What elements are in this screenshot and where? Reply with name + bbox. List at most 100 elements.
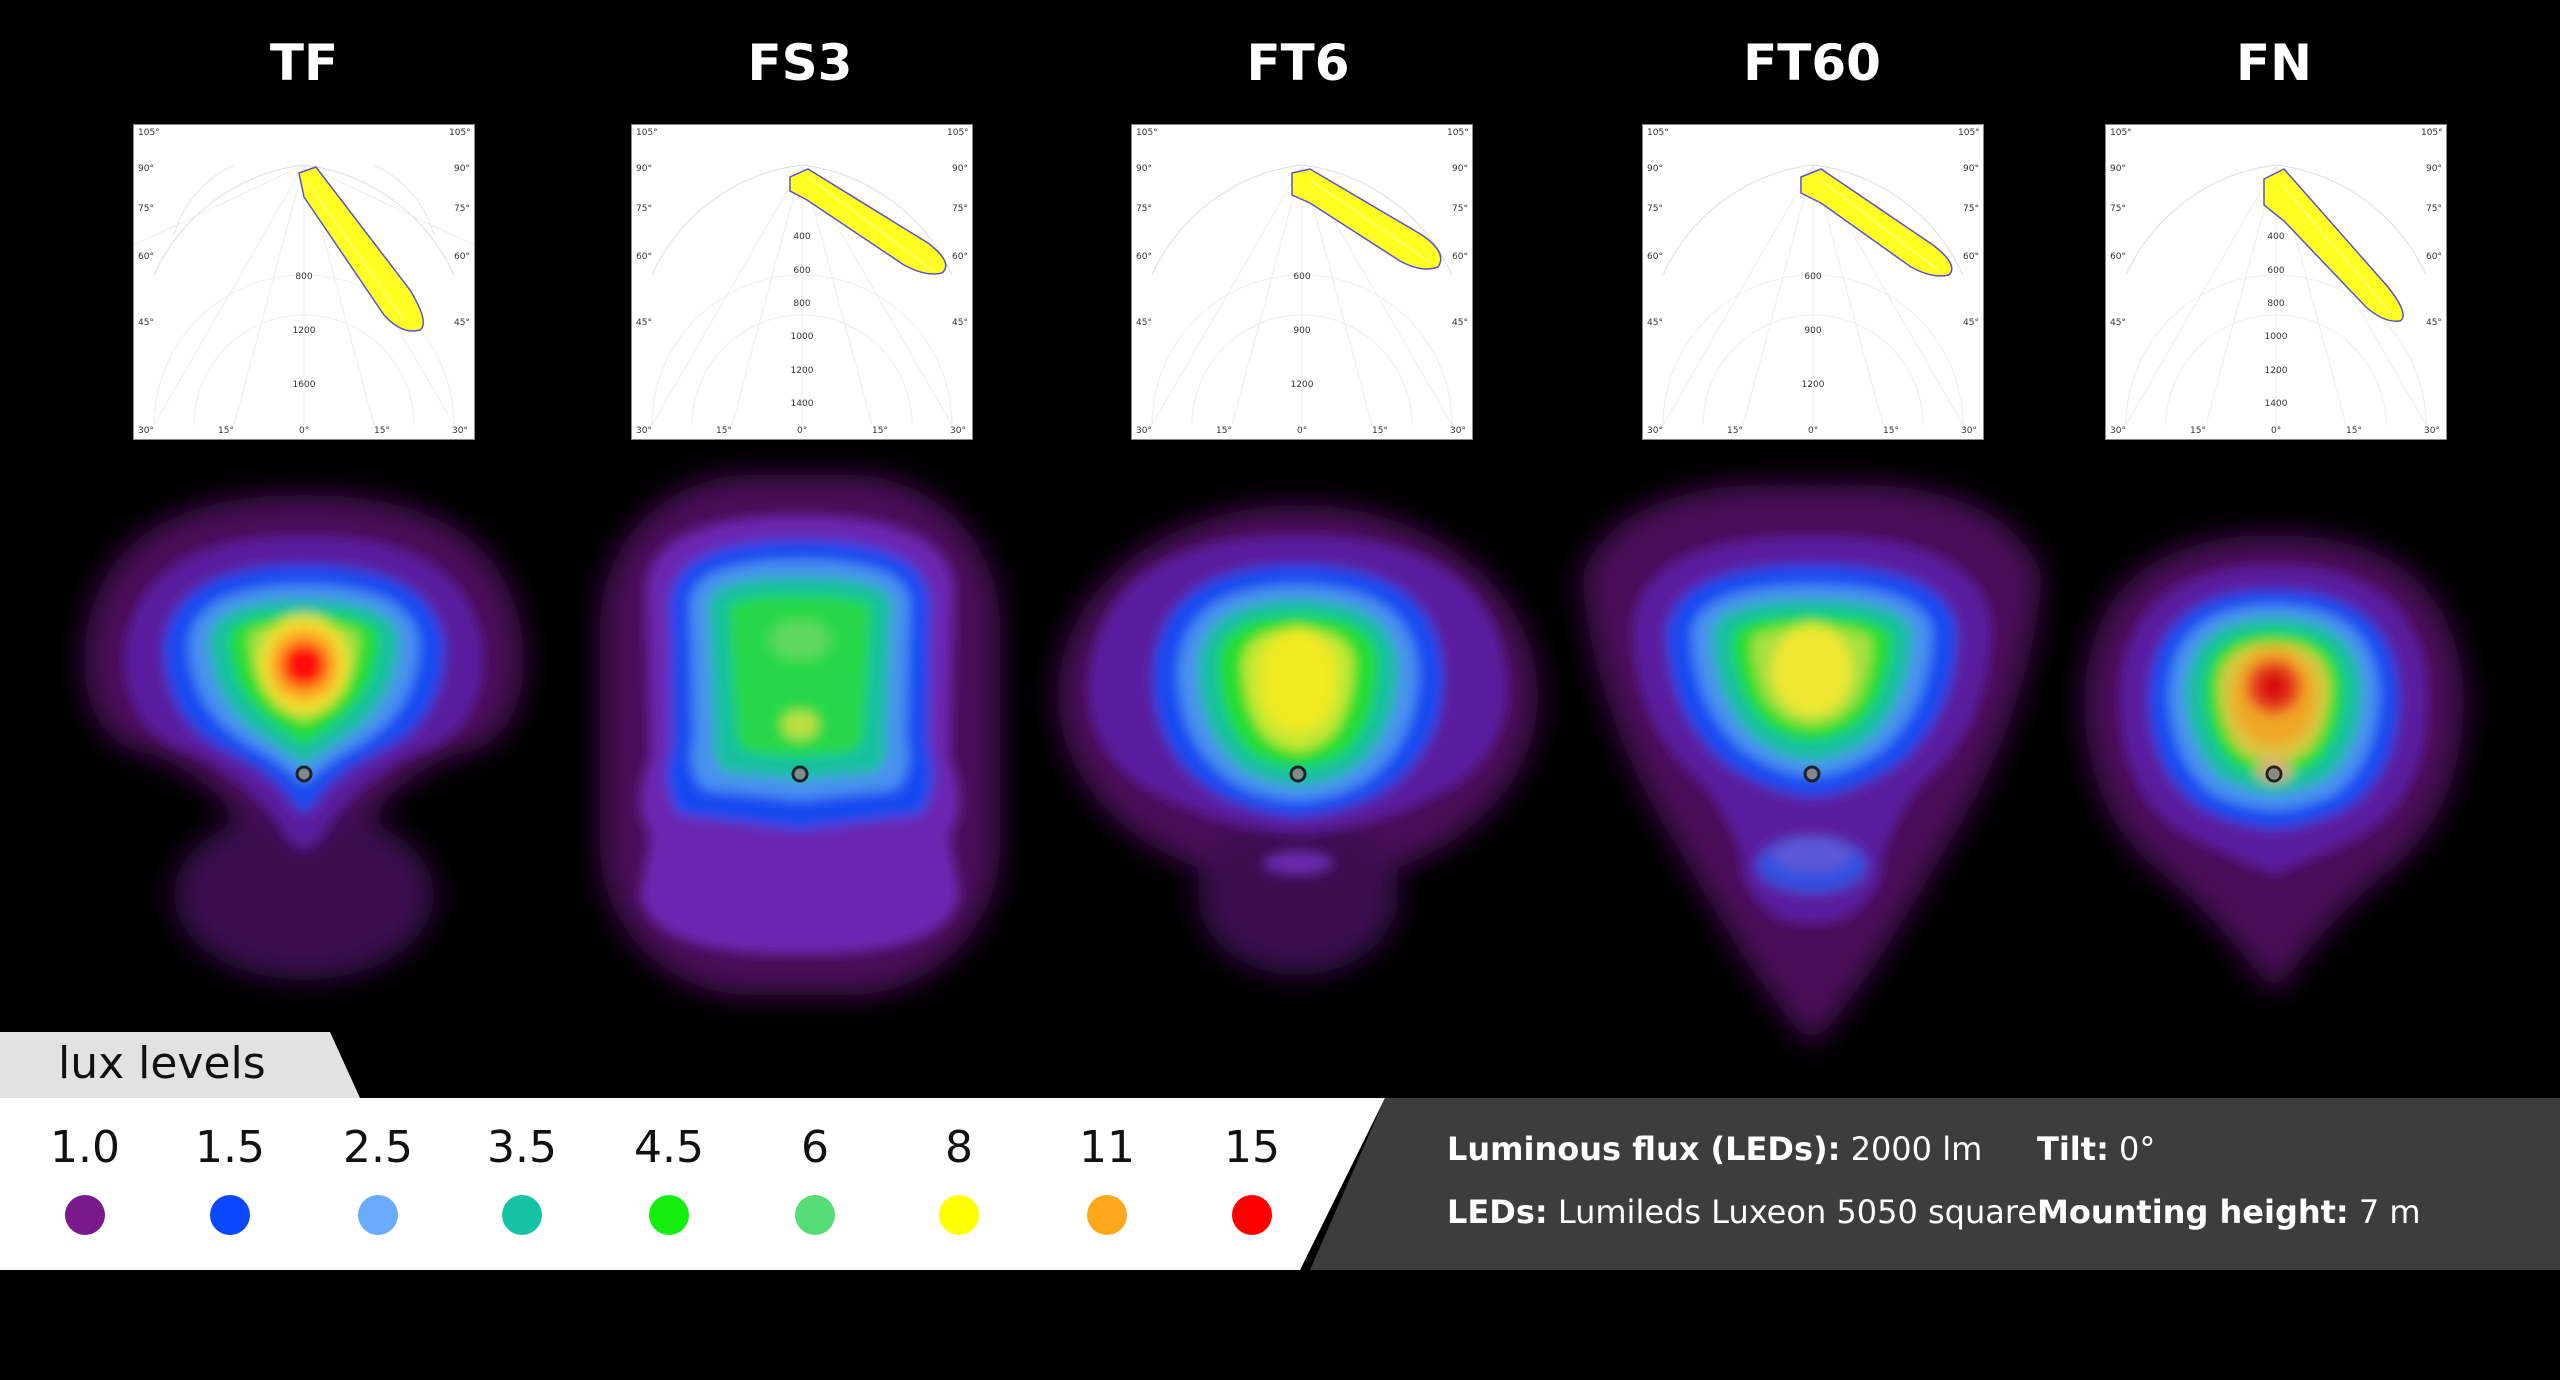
radial-label: 1400 (791, 399, 814, 409)
column-title: FN (2235, 34, 2312, 92)
column-tf: TF 800 1200 1600 (54, 0, 554, 1030)
angle-label: 0° (1808, 426, 1818, 436)
isolux-svg (600, 475, 1000, 995)
isolux-svg (1058, 505, 1538, 975)
polar-diagram: 800 1200 1600 105° 90° 75° 60° 45° 105° … (133, 124, 475, 440)
polar-diagram: 600 900 1200 105° 90° 75° 60° 45° 105° 9… (1642, 124, 1984, 440)
mounting-height-label: Mounting height: (2037, 1193, 2349, 1231)
legend-value: 3.5 (487, 1122, 557, 1173)
radial-label: 1200 (791, 366, 814, 376)
legend-swatch (65, 1195, 105, 1235)
angle-label: 0° (1297, 426, 1307, 436)
angle-label: 105° (1136, 128, 1158, 138)
angle-label: 60° (1452, 252, 1468, 262)
legend-item: 8 (899, 1098, 1019, 1270)
angle-label: 15° (2190, 426, 2206, 436)
radial-label: 1200 (1291, 380, 1314, 390)
angle-label: 90° (1647, 164, 1663, 174)
legend-item: 6 (755, 1098, 875, 1270)
angle-label: 45° (138, 318, 154, 328)
legend-value: 8 (945, 1122, 973, 1173)
tilt: Tilt: 0° (2037, 1130, 2155, 1168)
legend-swatch (502, 1195, 542, 1235)
column-fs3: FS3 400 600 800 1000 1200 1400 105° (550, 0, 1050, 1030)
leds-value: Lumileds Luxeon 5050 square (1557, 1193, 2038, 1231)
angle-label: 45° (454, 318, 470, 328)
angle-label: 30° (636, 426, 652, 436)
angle-label: 75° (1647, 204, 1663, 214)
radial-label: 900 (1293, 326, 1310, 336)
angle-label: 105° (1647, 128, 1669, 138)
angle-label: 15° (218, 426, 234, 436)
radial-label: 1400 (2265, 399, 2288, 409)
angle-label: 75° (1136, 204, 1152, 214)
luminaire-marker (295, 765, 313, 783)
isolux-plot (1562, 455, 2062, 1075)
angle-label: 15° (872, 426, 888, 436)
angle-label: 15° (1372, 426, 1388, 436)
angle-label: 75° (2426, 204, 2442, 214)
legend-value: 2.5 (343, 1122, 413, 1173)
angle-label: 30° (1450, 426, 1466, 436)
polar-diagram: 400 600 800 1000 1200 1400 105° 90° 75° … (2105, 124, 2447, 440)
angle-label: 60° (952, 252, 968, 262)
angle-label: 90° (952, 164, 968, 174)
angle-label: 60° (1647, 252, 1663, 262)
angle-label: 45° (2110, 318, 2126, 328)
angle-label: 60° (454, 252, 470, 262)
angle-label: 90° (636, 164, 652, 174)
radial-label: 1000 (2265, 332, 2288, 342)
polar-diagram: 600 900 1200 105° 90° 75° 60° 45° 105° 9… (1131, 124, 1473, 440)
legend-swatch (1087, 1195, 1127, 1235)
mounting-height: Mounting height: 7 m (2037, 1193, 2421, 1231)
angle-label: 60° (2426, 252, 2442, 262)
angle-label: 75° (138, 204, 154, 214)
lux-legend: 1.0 1.5 2.5 3.5 4.5 6 8 11 15 (0, 1098, 1385, 1270)
tilt-value: 0° (2119, 1130, 2156, 1168)
angle-label: 75° (1963, 204, 1979, 214)
angle-label: 105° (2421, 128, 2443, 138)
angle-label: 90° (1452, 164, 1468, 174)
angle-label: 45° (1452, 318, 1468, 328)
angle-label: 30° (2110, 426, 2126, 436)
angle-label: 60° (2110, 252, 2126, 262)
polar-svg: 600 900 1200 105° 90° 75° 60° 45° 105° 9… (1136, 128, 1469, 436)
isolux-plot (550, 455, 1050, 1075)
isolux-svg (84, 495, 524, 980)
angle-label: 105° (636, 128, 658, 138)
luminaire-marker (791, 765, 809, 783)
luminaire-marker (1803, 765, 1821, 783)
angle-label: 105° (449, 128, 471, 138)
legend-value: 15 (1224, 1122, 1280, 1173)
luminous-flux-value: 2000 lm (1850, 1130, 1983, 1168)
angle-label: 90° (1963, 164, 1979, 174)
lux-levels-title: lux levels (58, 1038, 266, 1089)
angle-label: 45° (1963, 318, 1979, 328)
column-title: FT6 (1246, 34, 1350, 92)
legend-swatch (939, 1195, 979, 1235)
polar-svg: 400 600 800 1000 1200 1400 105° 90° 75° … (2110, 128, 2443, 436)
polar-diagram: 400 600 800 1000 1200 1400 105° 90° 75° … (631, 124, 973, 440)
angle-label: 90° (2110, 164, 2126, 174)
angle-label: 15° (1883, 426, 1899, 436)
leds-label: LEDs: (1447, 1193, 1548, 1231)
column-fn: FN 400 600 800 1000 1200 1400 105° (2024, 0, 2524, 1030)
radial-label: 400 (793, 232, 810, 242)
column-title: FS3 (747, 34, 853, 92)
angle-label: 75° (454, 204, 470, 214)
angle-label: 30° (138, 426, 154, 436)
legend-swatch (210, 1195, 250, 1235)
legend-item: 11 (1047, 1098, 1167, 1270)
leds: LEDs: Lumileds Luxeon 5050 square (1447, 1193, 2037, 1231)
angle-label: 30° (1647, 426, 1663, 436)
angle-label: 15° (2346, 426, 2362, 436)
legend-value: 1.0 (50, 1122, 120, 1173)
angle-label: 45° (2426, 318, 2442, 328)
angle-label: 30° (1136, 426, 1152, 436)
luminaire-marker (1289, 765, 1307, 783)
angle-label: 90° (454, 164, 470, 174)
angle-label: 75° (952, 204, 968, 214)
angle-label: 45° (1647, 318, 1663, 328)
angle-label: 75° (2110, 204, 2126, 214)
angle-label: 105° (138, 128, 160, 138)
